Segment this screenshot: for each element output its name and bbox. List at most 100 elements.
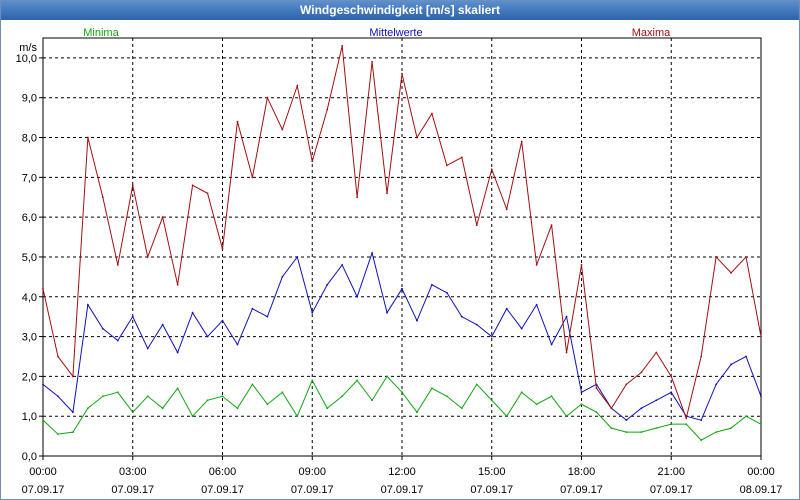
data-point-mittelwerte bbox=[655, 399, 658, 402]
data-point-mittelwerte bbox=[580, 391, 583, 394]
x-tick-time: 18:00 bbox=[568, 466, 596, 478]
data-point-minima bbox=[251, 383, 254, 386]
data-point-maxima bbox=[116, 264, 119, 266]
data-point-maxima bbox=[371, 60, 373, 63]
data-point-minima bbox=[401, 391, 403, 394]
y-tick-label: 8,0 bbox=[22, 133, 37, 145]
data-point-minima bbox=[760, 423, 762, 426]
data-point-minima bbox=[445, 395, 448, 398]
data-point-mittelwerte bbox=[490, 335, 493, 338]
data-point-minima bbox=[57, 433, 59, 436]
data-point-minima bbox=[116, 391, 119, 394]
y-tick-label: 3,0 bbox=[22, 332, 37, 344]
x-tick-date: 07.09.17 bbox=[470, 484, 513, 496]
data-point-maxima bbox=[610, 407, 613, 410]
data-point-mittelwerte bbox=[431, 283, 433, 286]
data-point-minima bbox=[236, 407, 239, 410]
data-point-mittelwerte bbox=[760, 395, 762, 398]
data-point-mittelwerte bbox=[535, 303, 538, 306]
data-point-maxima bbox=[131, 184, 134, 187]
y-tick-label: 6,0 bbox=[22, 212, 37, 224]
x-tick-date: 07.09.17 bbox=[291, 484, 334, 496]
data-point-maxima bbox=[535, 264, 538, 266]
data-point-minima bbox=[490, 399, 493, 402]
data-point-mittelwerte bbox=[161, 323, 164, 326]
data-point-mittelwerte bbox=[341, 264, 344, 266]
data-point-mittelwerte bbox=[730, 363, 732, 366]
data-point-mittelwerte bbox=[416, 319, 418, 322]
data-point-mittelwerte bbox=[42, 383, 44, 386]
data-point-minima bbox=[655, 427, 658, 430]
data-point-minima bbox=[281, 391, 284, 394]
data-point-maxima bbox=[57, 355, 59, 358]
data-point-minima bbox=[386, 375, 388, 378]
data-point-minima bbox=[670, 423, 673, 426]
data-point-minima bbox=[86, 407, 89, 410]
data-point-maxima bbox=[730, 271, 732, 274]
data-point-maxima bbox=[505, 208, 508, 211]
data-point-minima bbox=[146, 395, 149, 398]
x-tick-date: 07.09.17 bbox=[650, 484, 693, 496]
data-point-maxima bbox=[161, 216, 164, 219]
data-point-mittelwerte bbox=[311, 311, 314, 314]
data-point-maxima bbox=[86, 136, 89, 139]
y-tick-label: 1,0 bbox=[22, 411, 37, 423]
data-point-mittelwerte bbox=[86, 303, 89, 306]
data-point-minima bbox=[640, 431, 643, 434]
data-point-minima bbox=[42, 419, 44, 422]
x-tick-time: 21:00 bbox=[657, 466, 685, 478]
data-point-maxima bbox=[101, 196, 104, 199]
data-point-mittelwerte bbox=[131, 315, 134, 318]
data-point-maxima bbox=[625, 383, 628, 386]
data-point-minima bbox=[535, 403, 538, 406]
data-point-maxima bbox=[251, 176, 254, 179]
data-point-maxima bbox=[221, 248, 224, 250]
data-point-maxima bbox=[580, 264, 583, 266]
data-point-maxima bbox=[595, 387, 598, 390]
data-point-mittelwerte bbox=[715, 383, 718, 386]
data-point-mittelwerte bbox=[565, 315, 568, 318]
data-point-mittelwerte bbox=[475, 323, 478, 326]
data-point-minima bbox=[266, 403, 269, 406]
x-tick-time: 00:00 bbox=[747, 466, 775, 478]
data-point-maxima bbox=[760, 335, 762, 338]
data-point-mittelwerte bbox=[101, 327, 104, 330]
y-tick-label: 4,0 bbox=[22, 292, 37, 304]
y-tick-label: 0,0 bbox=[22, 451, 37, 463]
data-point-mittelwerte bbox=[191, 311, 194, 314]
data-point-minima bbox=[700, 439, 703, 441]
data-point-maxima bbox=[236, 120, 239, 123]
data-point-minima bbox=[311, 379, 314, 382]
data-point-maxima bbox=[745, 256, 747, 258]
x-tick-date: 07.09.17 bbox=[22, 484, 65, 496]
data-point-mittelwerte bbox=[460, 315, 463, 318]
data-point-mittelwerte bbox=[520, 327, 523, 330]
data-point-mittelwerte bbox=[401, 287, 403, 290]
data-point-maxima bbox=[431, 112, 433, 115]
data-point-maxima bbox=[206, 192, 209, 195]
legend-minima: Minima bbox=[83, 27, 119, 39]
x-tick-time: 00:00 bbox=[29, 466, 57, 478]
data-point-mittelwerte bbox=[550, 343, 553, 346]
data-point-mittelwerte bbox=[700, 419, 703, 422]
data-point-minima bbox=[416, 411, 418, 414]
data-point-mittelwerte bbox=[670, 391, 673, 394]
data-point-maxima bbox=[266, 96, 269, 99]
x-tick-time: 09:00 bbox=[298, 466, 326, 478]
data-point-minima bbox=[625, 431, 628, 434]
data-point-minima bbox=[505, 415, 508, 418]
data-point-mittelwerte bbox=[116, 339, 119, 342]
x-tick-date: 07.09.17 bbox=[381, 484, 424, 496]
data-point-maxima bbox=[191, 184, 194, 187]
data-point-mittelwerte bbox=[640, 407, 643, 410]
data-point-maxima bbox=[670, 375, 673, 378]
x-tick-date: 07.09.17 bbox=[111, 484, 154, 496]
data-point-minima bbox=[730, 427, 732, 430]
data-point-mittelwerte bbox=[236, 343, 239, 346]
data-point-minima bbox=[221, 395, 224, 398]
x-tick-date: 07.09.17 bbox=[560, 484, 603, 496]
data-point-minima bbox=[341, 395, 344, 398]
legend-maxima: Maxima bbox=[632, 27, 671, 39]
